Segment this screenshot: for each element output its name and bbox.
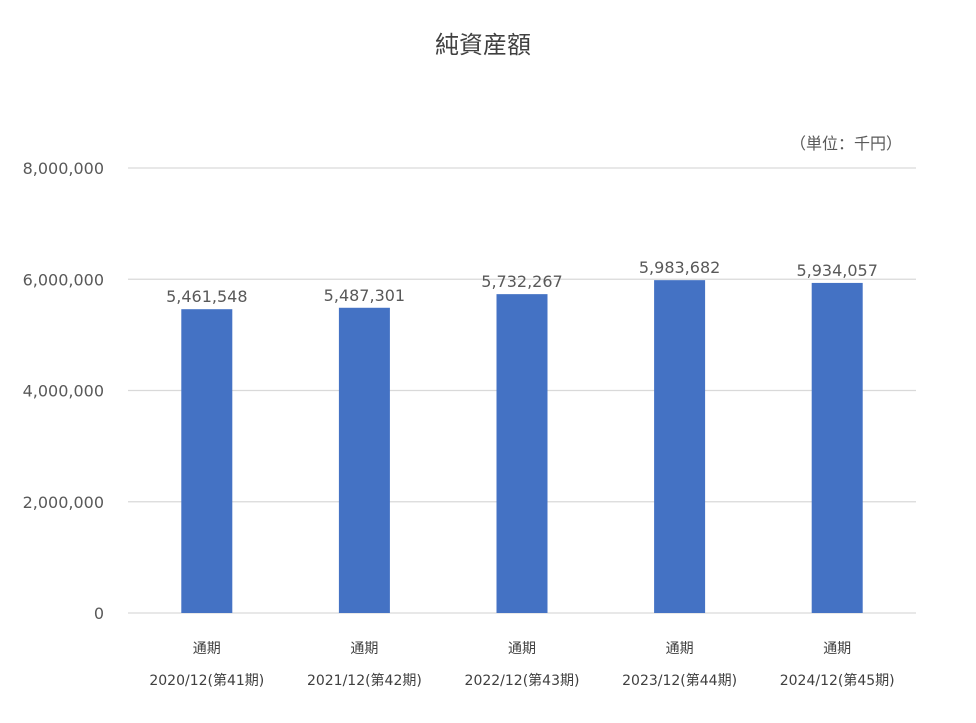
data-label: 5,461,548 bbox=[166, 287, 247, 306]
bars bbox=[181, 280, 863, 613]
bar bbox=[496, 294, 548, 613]
bar bbox=[654, 280, 706, 613]
y-axis-tick-labels: 0 2,000,000 4,000,000 6,000,000 8,000,000 bbox=[23, 159, 104, 623]
x-tick-label: 2021/12(第42期) bbox=[307, 672, 422, 689]
bar bbox=[338, 307, 390, 613]
data-label: 5,983,682 bbox=[639, 258, 720, 277]
x-tick-label: 通期 bbox=[823, 641, 851, 657]
y-tick-label: 2,000,000 bbox=[23, 493, 104, 512]
data-label: 5,487,301 bbox=[324, 286, 405, 305]
data-label: 5,934,057 bbox=[796, 261, 877, 280]
data-labels: 5,461,548 5,487,301 5,732,267 5,983,682 5,93… bbox=[166, 258, 878, 306]
x-tick-label: 2023/12(第44期) bbox=[622, 672, 737, 689]
y-tick-label: 6,000,000 bbox=[23, 270, 104, 289]
bar bbox=[181, 309, 233, 613]
x-tick-label: 通期 bbox=[666, 641, 694, 657]
chart-title: 純資産額 bbox=[435, 31, 531, 59]
x-tick-label: 通期 bbox=[193, 641, 221, 657]
x-axis-tick-labels: 通期 2020/12(第41期) 通期 2021/12(第42期) 通期 2022/12(… bbox=[149, 641, 894, 689]
y-tick-label: 0 bbox=[94, 604, 104, 623]
x-tick-label: 2024/12(第45期) bbox=[780, 672, 895, 689]
unit-note: （単位：千円） bbox=[790, 134, 902, 153]
y-tick-label: 4,000,000 bbox=[23, 382, 104, 401]
x-tick-label: 2020/12(第41期) bbox=[149, 672, 264, 689]
x-tick-label: 2022/12(第43期) bbox=[465, 672, 580, 689]
x-tick-label: 通期 bbox=[508, 641, 536, 657]
data-label: 5,732,267 bbox=[481, 272, 562, 291]
bar bbox=[811, 282, 863, 613]
x-tick-label: 通期 bbox=[350, 641, 378, 657]
y-tick-label: 8,000,000 bbox=[23, 159, 104, 178]
